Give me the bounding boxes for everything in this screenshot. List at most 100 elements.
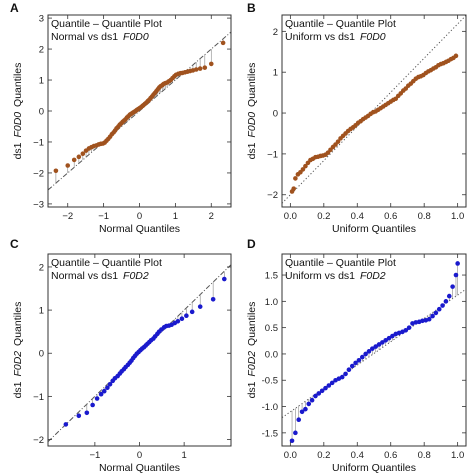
- data-point: [446, 293, 452, 299]
- data-point: [63, 422, 69, 427]
- y-tick-label: 2: [39, 262, 44, 273]
- x-tick-label: 0: [137, 211, 142, 222]
- y-tick-label: -1.5: [262, 428, 278, 439]
- data-point: [98, 391, 104, 397]
- y-tick-label: −3: [33, 199, 44, 210]
- y-tick-label: 3: [39, 14, 44, 25]
- data-point: [370, 346, 375, 351]
- y-axis-label-suffix: Quantiles: [12, 302, 24, 349]
- data-point: [366, 349, 372, 354]
- data-point: [71, 157, 77, 163]
- data-point: [343, 371, 348, 377]
- data-point: [319, 388, 325, 394]
- y-tick-label: 0.5: [265, 323, 278, 334]
- x-axis-label: Normal Quantiles: [99, 223, 180, 235]
- data-point: [453, 272, 459, 278]
- panel-b: 0.0 0.2 0.4 0.6 0.8 1.0 −2 −1 0 1 2 Quantile – Quan…: [246, 1, 467, 235]
- data-point: [293, 430, 298, 436]
- x-tick-label: −1: [98, 211, 109, 222]
- plot-title: Quantile – Quantile Plot: [285, 18, 396, 30]
- data-point: [386, 335, 392, 341]
- data-point: [356, 357, 362, 363]
- y-tick-label: 1: [39, 76, 44, 87]
- plot-subtitle-prefix: Uniform vs ds1: [285, 31, 358, 43]
- data-point: [289, 438, 295, 444]
- x-tick-label: −1: [89, 450, 100, 461]
- data-point: [90, 402, 95, 408]
- y-tick-label: −2: [33, 435, 44, 446]
- data-point: [76, 154, 82, 160]
- y-tick-label: 0: [273, 109, 278, 120]
- data-point: [300, 167, 306, 172]
- data-point: [433, 310, 439, 316]
- y-tick-label: 0.0: [265, 349, 278, 360]
- data-point: [175, 319, 181, 324]
- data-point: [339, 374, 345, 380]
- x-tick-label: 1: [173, 211, 178, 222]
- plot-title: Quantile – Quantile Plot: [285, 257, 396, 269]
- data-point: [184, 313, 189, 318]
- plot-title: Quantile – Quantile Plot: [51, 18, 162, 30]
- data-point: [309, 397, 315, 403]
- plot-subtitle-dataset: F0D2: [360, 270, 386, 282]
- plot-subtitle-prefix: Normal vs ds1: [51, 270, 121, 282]
- panel-letter: B: [247, 1, 256, 15]
- data-point: [306, 401, 312, 407]
- plot-subtitle-prefix: Uniform vs ds1: [285, 270, 358, 282]
- y-axis-label: ds1 F0D2 Quantiles: [246, 302, 258, 399]
- x-tick-label: −2: [62, 211, 73, 222]
- y-axis-label-prefix: ds1: [12, 140, 24, 160]
- y-axis-label-dataset: F0D0: [246, 112, 258, 138]
- data-point: [346, 367, 352, 373]
- y-axis-label-prefix: ds1: [246, 140, 258, 160]
- x-axis-label: Uniform Quantiles: [332, 462, 416, 474]
- plot-subtitle-dataset: F0D0: [360, 31, 386, 43]
- data-point: [376, 342, 382, 347]
- y-axis-label-suffix: Quantiles: [246, 302, 258, 349]
- panel-a: −2 −1 0 1 2 −3 −2 −1 0 1 2 3 Quantile – Quantile Plo…: [10, 1, 232, 235]
- data-point: [353, 360, 358, 366]
- data-point: [220, 40, 226, 46]
- data-point: [373, 344, 378, 349]
- x-tick-label: 0.8: [418, 450, 431, 461]
- y-tick-label: −2: [33, 168, 44, 179]
- y-tick-label: −1: [267, 149, 278, 160]
- x-tick-label: 1: [181, 450, 186, 461]
- reference-line: [282, 288, 466, 419]
- data-point: [107, 382, 113, 387]
- plot-frame: [281, 14, 467, 208]
- data-point: [426, 316, 432, 322]
- data-point: [197, 304, 203, 309]
- y-axis-label: ds1 F0D0 Quantiles: [246, 63, 258, 160]
- plot-subtitle-prefix: Normal vs ds1: [51, 31, 121, 43]
- plot-subtitle: Uniform vs ds1 F0D0: [285, 31, 386, 43]
- y-tick-label: 0: [39, 107, 44, 118]
- x-tick-label: 0.4: [351, 450, 364, 461]
- panel-letter: C: [10, 237, 19, 251]
- plot-frame: [281, 253, 467, 447]
- y-tick-label: 0: [39, 349, 44, 360]
- x-tick-label: 0.6: [384, 211, 397, 222]
- x-tick-label: 0.2: [317, 450, 330, 461]
- data-point: [383, 337, 389, 343]
- y-axis-label: ds1 F0D2 Quantiles: [12, 302, 24, 399]
- y-tick-label: 2: [39, 45, 44, 56]
- y-axis-label-dataset: F0D0: [12, 112, 24, 138]
- data-point: [323, 385, 328, 391]
- data-point: [450, 284, 455, 289]
- panel-letter: D: [247, 237, 256, 251]
- data-point: [390, 333, 395, 339]
- plot-subtitle: Uniform vs ds1 F0D2: [285, 270, 386, 282]
- x-tick-label: 0.6: [384, 450, 397, 461]
- y-tick-label: −2: [267, 190, 278, 201]
- data-point: [193, 67, 199, 72]
- data-point: [453, 53, 459, 59]
- y-axis-label-dataset: F0D2: [246, 351, 258, 377]
- y-tick-label: 1: [39, 306, 44, 317]
- plot-subtitle: Normal vs ds1 F0D0: [51, 31, 149, 43]
- data-point: [179, 316, 185, 322]
- data-point: [291, 186, 297, 191]
- x-tick-label: 2: [209, 211, 214, 222]
- y-tick-label: 1: [273, 68, 278, 79]
